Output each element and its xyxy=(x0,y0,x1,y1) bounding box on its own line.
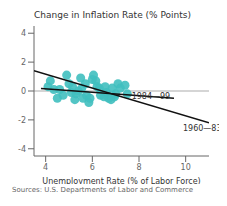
svg-text:1960—83: 1960—83 xyxy=(183,124,219,133)
svg-text:-4: -4 xyxy=(18,145,26,154)
svg-text:10: 10 xyxy=(181,163,191,172)
svg-text:1984—99: 1984—99 xyxy=(132,92,171,101)
svg-text:8: 8 xyxy=(136,163,141,172)
svg-text:Unemployment Rate (% of Labor: Unemployment Rate (% of Labor Force) xyxy=(42,177,200,184)
svg-text:4: 4 xyxy=(21,29,26,38)
html-text:Sources: U.S. Departments of L: Sources: U.S. Departments of Labor and C… xyxy=(12,186,194,194)
svg-text:2: 2 xyxy=(21,58,26,67)
svg-text:0: 0 xyxy=(21,87,26,96)
html-text:Change in Inflation Rate (% Po: Change in Inflation Rate (% Points) xyxy=(34,10,191,20)
svg-text:6: 6 xyxy=(90,163,95,172)
svg-text:4: 4 xyxy=(43,163,48,172)
svg-text:-2: -2 xyxy=(18,116,26,125)
